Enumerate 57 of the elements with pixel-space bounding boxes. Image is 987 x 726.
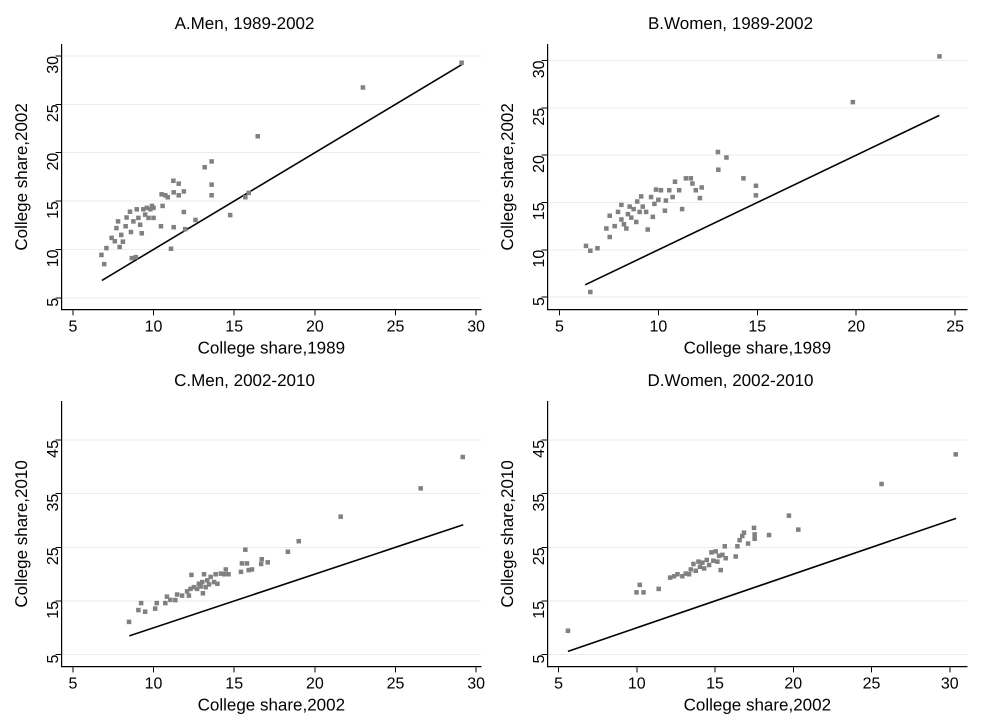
x-tick-label: 5 (554, 675, 564, 692)
x-tick-label: 30 (940, 675, 959, 692)
chart-title: B.Women, 1989-2002 (648, 14, 814, 33)
x-tick-label: 25 (862, 675, 881, 692)
y-tick-label: 45 (531, 440, 548, 458)
y-tick-label: 5 (45, 298, 62, 307)
x-tick-label: 10 (628, 675, 646, 692)
x-tick-label: 15 (225, 318, 244, 336)
y-axis-title: College share,2010 (12, 460, 31, 608)
x-tick-label: 15 (748, 318, 766, 336)
y-axis-title: College share,2002 (12, 103, 31, 251)
x-tick-label: 10 (144, 318, 163, 336)
x-tick-label: 20 (306, 675, 324, 692)
y-tick-label: 30 (531, 60, 548, 78)
y-tick-label: 15 (45, 200, 62, 219)
chart-title: D.Women, 2002-2010 (647, 370, 814, 390)
y-tick-label: 10 (531, 250, 548, 268)
y-tick-label: 25 (45, 104, 62, 122)
y-axis-title: College share,2010 (498, 460, 517, 608)
x-tick-label: 15 (706, 675, 724, 692)
x-axis-title: College share,2002 (684, 695, 832, 714)
y-tick-label: 35 (45, 494, 62, 512)
y-tick-label: 45 (45, 440, 62, 458)
y-tick-label: 30 (45, 56, 62, 74)
y-tick-label: 10 (45, 249, 62, 268)
x-tick-label: 10 (649, 318, 668, 336)
y-tick-label: 5 (531, 297, 548, 306)
y-tick-label: 35 (531, 494, 548, 512)
x-tick-label: 5 (68, 675, 78, 692)
x-tick-label: 5 (555, 318, 564, 336)
x-tick-label: 25 (386, 318, 405, 336)
y-tick-label: 25 (45, 547, 62, 566)
chart-title: A.Men, 1989-2002 (174, 14, 314, 33)
x-axis-title: College share,1989 (684, 338, 832, 358)
x-tick-label: 30 (467, 675, 486, 692)
y-tick-label: 25 (531, 108, 548, 126)
y-tick-label: 20 (45, 152, 62, 171)
x-tick-label: 25 (946, 318, 964, 336)
y-tick-label: 15 (45, 600, 62, 619)
y-tick-label: 25 (531, 547, 548, 566)
y-tick-label: 15 (531, 202, 548, 220)
x-tick-label: 15 (225, 675, 244, 692)
x-tick-label: 20 (306, 318, 324, 336)
x-tick-label: 25 (386, 675, 405, 692)
x-tick-label: 10 (144, 675, 163, 692)
y-tick-label: 5 (45, 654, 62, 664)
x-tick-label: 20 (784, 675, 802, 692)
y-tick-label: 5 (531, 654, 548, 664)
x-axis-title: College share,2002 (198, 695, 346, 714)
x-tick-label: 20 (847, 318, 866, 336)
y-tick-label: 20 (531, 155, 548, 173)
x-tick-label: 5 (68, 318, 78, 336)
x-axis-title: College share,1989 (198, 338, 346, 358)
y-tick-label: 15 (531, 600, 548, 619)
x-tick-label: 30 (467, 318, 486, 336)
y-axis-title: College share,2002 (498, 103, 517, 251)
chart-title: C.Men, 2002-2010 (174, 370, 315, 390)
